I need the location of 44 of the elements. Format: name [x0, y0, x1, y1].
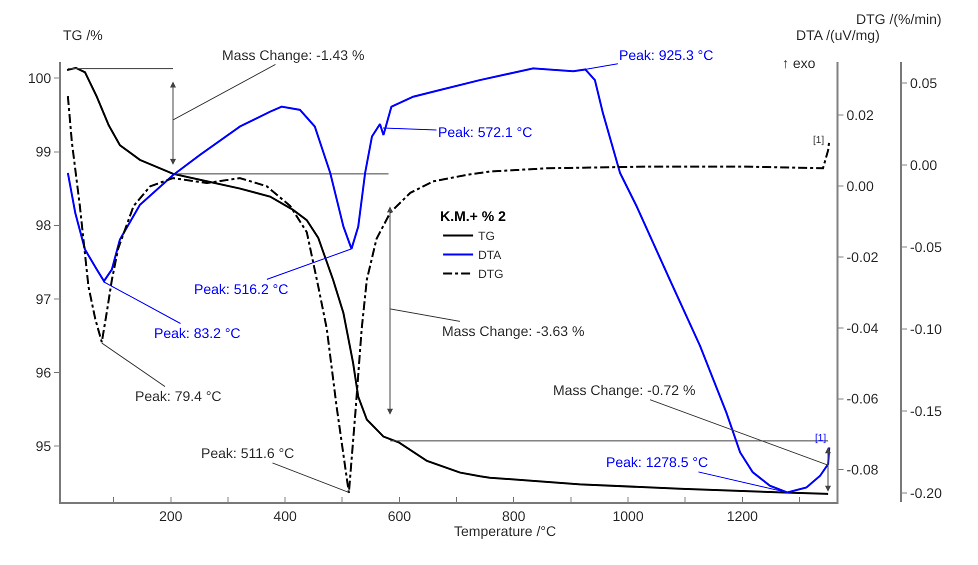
y3-tick-label: -0.20 [910, 484, 942, 501]
y-tick-label: 100 [28, 70, 52, 86]
y-tick-label: 95 [36, 438, 52, 454]
annotation: Peak: 83.2 °C [154, 325, 241, 341]
y2-tick-label: 0.02 [846, 107, 874, 124]
x-tick-label: 600 [388, 508, 412, 524]
annotation: Peak: 572.1 °C [438, 124, 532, 140]
y-axis-title: TG /% [63, 27, 103, 43]
legend-title: K.M.+ % 2 [440, 208, 506, 224]
x-tick-label: 800 [502, 508, 526, 524]
x-tick-label: 1000 [612, 508, 644, 524]
x-tick-label: 200 [159, 508, 183, 524]
legend-label: TG [478, 229, 495, 244]
x-tick-label: 400 [273, 508, 297, 524]
y-tick-label: 97 [36, 290, 52, 307]
annotation: Peak: 1278.5 °C [606, 454, 708, 470]
y3-tick-label: 0.00 [910, 156, 938, 173]
annotation: Peak: 511.6 °C [201, 445, 294, 461]
y3-tick-label: 0.05 [910, 74, 938, 91]
y3-tick-label: -0.10 [910, 320, 942, 337]
y-tick-label: 98 [36, 217, 52, 234]
y3-axis-title: DTG /(%/min) [856, 11, 942, 27]
annotation: Mass Change: -0.72 % [553, 382, 696, 398]
annotation: ↑ exo [782, 55, 816, 71]
annotation: Mass Change: -3.63 % [442, 323, 584, 339]
annotation: [1] [813, 135, 824, 146]
y2-axis-title: DTA /(uV/mg) [796, 27, 880, 43]
legend-label: DTG [478, 267, 504, 282]
y3-tick-label: -0.05 [910, 238, 942, 255]
annotation: Peak: 516.2 °C [194, 281, 288, 297]
annotation: Peak: 79.4 °C [135, 388, 222, 404]
y-tick-label: 99 [36, 144, 52, 160]
y2-tick-label: 0.00 [846, 178, 874, 194]
y-tick-label: 96 [36, 364, 52, 380]
y3-tick-label: -0.15 [910, 402, 942, 419]
x-tick-label: 1200 [726, 508, 758, 524]
y2-tick-label: -0.04 [846, 320, 879, 336]
y2-tick-label: -0.08 [846, 462, 879, 478]
annotation: Peak: 925.3 °C [619, 47, 714, 63]
y2-tick-label: -0.06 [846, 390, 879, 407]
legend-label: DTA [478, 248, 502, 262]
annotation: Mass Change: -1.43 % [222, 47, 364, 63]
x-axis-title: Temperature /°C [454, 523, 556, 539]
y2-tick-label: -0.02 [846, 248, 879, 265]
